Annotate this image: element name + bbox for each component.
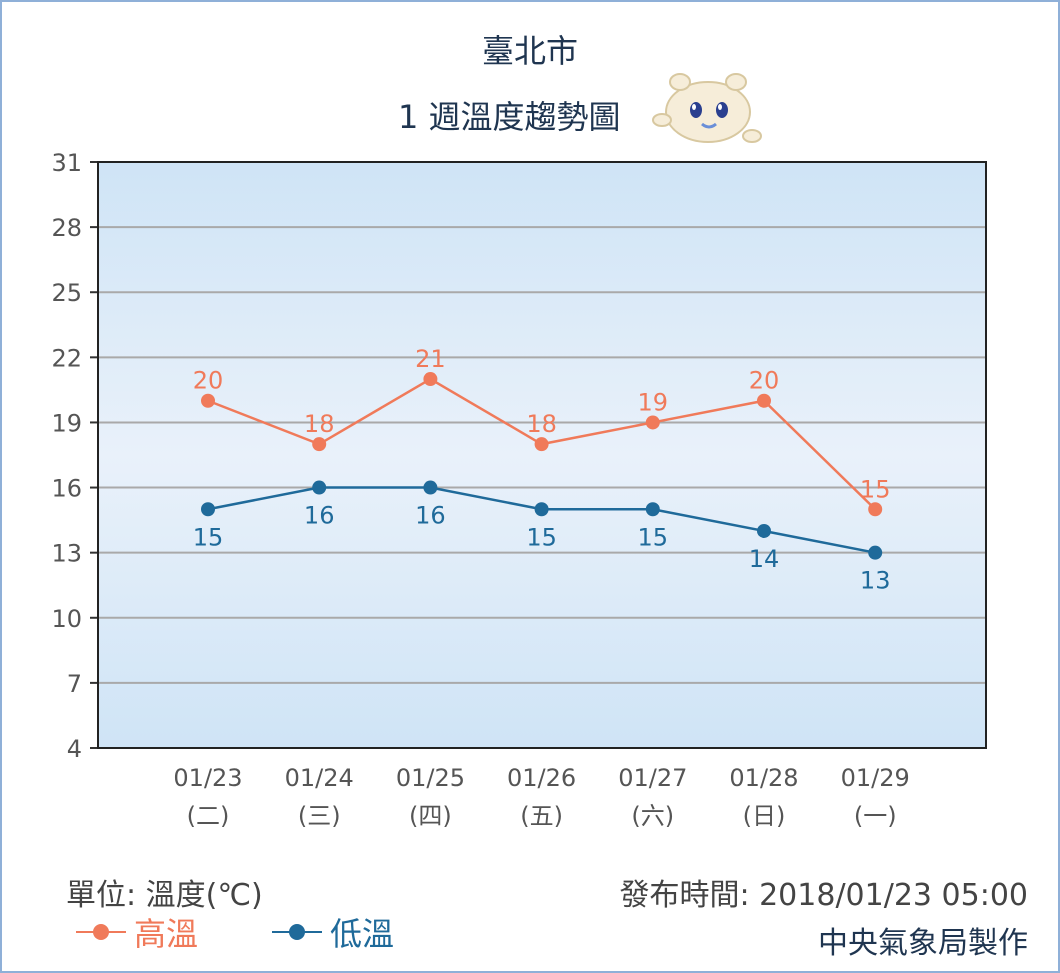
high-temp-data-label: 15 [860,475,891,503]
low-temp-data-label: 13 [860,567,891,595]
high-temp-point [534,437,549,452]
high-temp-data-label: 20 [193,367,224,395]
low-temp-data-label: 14 [749,545,780,573]
plot-border [97,161,987,749]
y-tick-label: 13 [51,540,82,568]
high-temp-point [312,437,327,452]
high-temp-data-label: 18 [304,410,335,438]
chart-subtitle: 1 週溫度趨勢圖 [398,98,621,136]
high-temp-point [868,502,883,517]
low-temp-data-label: 15 [638,523,669,551]
chart-city-title: 臺北市 [481,32,578,70]
x-weekday-label: (日) [743,802,786,830]
x-tick-label: 01/24 [285,764,354,792]
legend-high: 高溫 [76,912,199,953]
legend-high-label: 高溫 [134,915,199,953]
y-tick-label: 16 [51,475,82,503]
low-temp-data-label: 15 [193,523,224,551]
x-tick-label: 01/23 [173,764,242,792]
x-tick-label: 01/27 [618,764,687,792]
y-tick-label: 31 [51,149,82,177]
low-temp-point [201,502,215,517]
y-tick-label: 19 [51,409,82,437]
plot-area [98,162,986,748]
y-tick-label: 25 [51,279,82,307]
high-temp-data-label: 21 [415,345,446,373]
y-tick-label: 22 [51,344,82,372]
temperature-chart: 4 7 10 13 16 19 22 25 28 31 01/23 (二) 01/24 (三) 01/25 (… [51,149,987,830]
low-temp-point [534,502,549,517]
x-weekday-label: (四) [409,802,452,830]
y-tick-label: 7 [67,670,82,698]
low-temp-point [312,480,327,495]
low-temp-data-label: 15 [526,523,557,551]
high-temp-point [645,415,660,430]
x-tick-label: 01/28 [729,764,798,792]
high-temp-point [757,393,771,408]
x-weekday-label: (五) [520,802,563,830]
high-temp-data-label: 19 [638,388,669,416]
low-temp-point [757,523,771,538]
x-tick-label: 01/29 [841,764,910,792]
low-temp-data-label: 16 [415,502,446,530]
high-temp-data-label: 20 [749,367,780,395]
x-weekday-label: (六) [631,802,674,830]
legend-high-marker [76,922,126,942]
maker-label: 中央氣象局製作 [818,926,1028,961]
high-temp-point [201,393,215,408]
x-weekday-label: (三) [298,802,341,830]
y-tick-label: 28 [51,214,82,242]
legend-low-marker [272,922,322,942]
low-temp-data-label: 16 [304,502,335,530]
x-weekday-label: (二) [187,802,230,830]
x-tick-label: 01/25 [396,764,465,792]
x-tick-label: 01/26 [507,764,576,792]
low-temp-point [423,480,438,495]
legend-low-label: 低溫 [330,915,395,953]
high-temp-point [423,372,438,387]
legend-low: 低溫 [272,912,395,953]
mascot-icon [652,73,762,143]
high-temp-data-label: 18 [526,410,557,438]
unit-label: 單位: 溫度(℃) [66,878,263,913]
low-temp-point [645,502,660,517]
y-tick-label: 10 [51,605,82,633]
issued-time: 發布時間: 2018/01/23 05:00 [619,878,1028,913]
x-weekday-label: (一) [854,802,897,830]
low-temp-point [868,545,883,560]
y-tick-label: 4 [67,735,82,763]
